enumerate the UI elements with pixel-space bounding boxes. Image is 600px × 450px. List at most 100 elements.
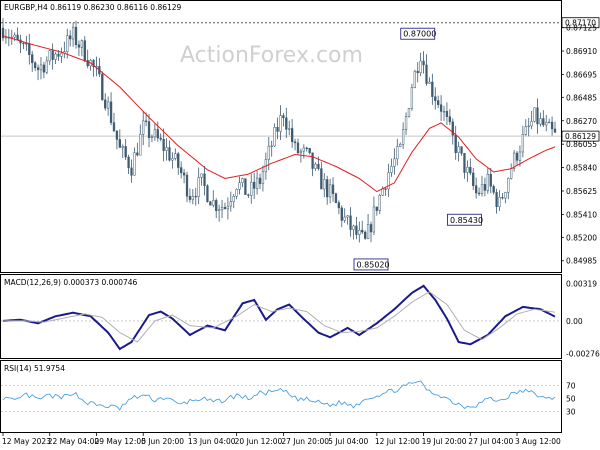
- candle: [232, 193, 235, 209]
- candle: [492, 184, 495, 195]
- candle: [425, 54, 428, 86]
- candle: [469, 158, 472, 176]
- candle: [235, 188, 238, 200]
- candle: [115, 130, 119, 150]
- candle: [258, 173, 262, 190]
- candle: [147, 113, 151, 148]
- rsi-line: [2, 380, 556, 411]
- price-level-label-0: 0.87170: [565, 19, 596, 28]
- signal-line: [3, 291, 556, 343]
- candle: [255, 170, 259, 195]
- price-annotation-2: 0.85020: [357, 260, 390, 269]
- candle: [474, 177, 478, 199]
- macd-series: [1, 284, 561, 351]
- candle: [515, 150, 519, 166]
- candle: [124, 139, 127, 160]
- rsi-panel: [0, 360, 562, 433]
- candle: [495, 188, 498, 214]
- price-y-tick-label: 0.86910: [566, 47, 597, 56]
- x-tick-label: 19 Jul 20:00: [422, 437, 467, 446]
- price-y-tick-label: 0.84985: [566, 257, 597, 266]
- candle: [39, 56, 43, 80]
- candle: [518, 145, 522, 167]
- candle: [60, 47, 63, 64]
- candle: [153, 123, 157, 141]
- candle: [250, 173, 253, 204]
- price-y-tick-label: 0.86270: [566, 117, 597, 126]
- candle: [71, 22, 75, 47]
- candle: [527, 117, 530, 137]
- candle: [282, 112, 285, 127]
- candle: [445, 102, 449, 125]
- candle: [413, 69, 416, 89]
- candle: [477, 187, 481, 196]
- candle: [220, 199, 224, 219]
- x-tick-label: 3 Aug 12:00: [515, 437, 561, 446]
- macd-line: [2, 284, 556, 351]
- price-y-tick-label: 0.85840: [566, 164, 597, 173]
- candle: [188, 188, 192, 203]
- candle: [375, 206, 378, 216]
- candle: [288, 120, 291, 136]
- candle: [77, 40, 81, 56]
- candle: [512, 150, 516, 172]
- candle: [217, 204, 221, 222]
- candle: [66, 28, 69, 59]
- rsi-y-tick-label: 50: [566, 395, 576, 404]
- candle: [185, 171, 189, 203]
- candle: [197, 167, 200, 205]
- candle: [296, 138, 300, 155]
- candle: [106, 96, 110, 116]
- candle: [422, 51, 425, 74]
- candle: [200, 173, 203, 186]
- candle: [366, 214, 370, 240]
- candle: [92, 58, 95, 77]
- candle: [139, 124, 142, 156]
- candle: [121, 144, 124, 159]
- macd-title: MACD(12,26,9) 0.000373 0.000746: [4, 278, 138, 287]
- candle: [399, 142, 402, 148]
- candle: [349, 207, 352, 237]
- candle: [165, 138, 168, 161]
- candle: [387, 163, 390, 197]
- candle: [331, 177, 335, 202]
- candle: [74, 20, 78, 49]
- price-annotation-0: 0.87000: [403, 30, 436, 39]
- x-tick-label: 29 May 12:00: [94, 437, 146, 446]
- candle: [156, 121, 159, 142]
- candle: [439, 95, 443, 121]
- candle: [209, 200, 212, 206]
- candle: [194, 187, 197, 206]
- candle: [486, 168, 489, 194]
- candle: [109, 92, 113, 126]
- macd-y-tick-label: 0.00: [566, 317, 583, 326]
- candle: [69, 30, 72, 47]
- candle: [372, 196, 376, 236]
- candle: [51, 43, 54, 70]
- candle: [22, 41, 25, 49]
- macd-panel: [0, 274, 562, 359]
- candle: [302, 144, 305, 159]
- candle: [171, 152, 174, 169]
- candle: [320, 161, 323, 190]
- candle: [530, 110, 533, 130]
- candle: [369, 221, 373, 243]
- candle: [501, 192, 504, 200]
- candle: [507, 177, 510, 200]
- candle: [407, 107, 411, 118]
- candle: [261, 165, 265, 192]
- candle: [42, 61, 46, 79]
- candle: [355, 216, 358, 240]
- candle: [442, 105, 446, 121]
- candle: [174, 148, 177, 161]
- candle: [451, 118, 454, 145]
- rsi-y-tick-label: 30: [566, 408, 576, 417]
- candle: [553, 121, 557, 133]
- candle: [483, 177, 487, 197]
- rsi-title: RSI(14) 51.9754: [4, 364, 65, 373]
- candle: [539, 112, 542, 127]
- candle: [410, 83, 414, 111]
- price-y-tick-label: 0.86695: [566, 70, 597, 79]
- candle: [364, 230, 367, 240]
